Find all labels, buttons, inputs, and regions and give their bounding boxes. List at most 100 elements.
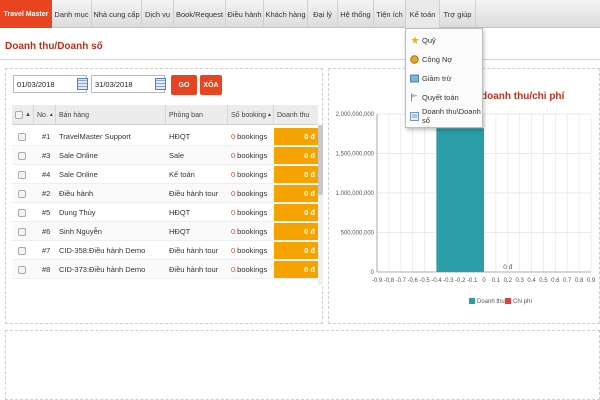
row-checkbox[interactable]	[18, 170, 26, 179]
select-all-checkbox[interactable]	[15, 111, 23, 119]
row-checkbox[interactable]	[18, 227, 26, 236]
nav-tien-ich[interactable]: Tiện ích	[374, 0, 406, 28]
row-bookings[interactable]: 0 bookings	[231, 146, 267, 165]
table-row[interactable]: #7 CID-358:Điều hành Demo Điều hành tour 0 b…	[12, 241, 318, 260]
x-tick-label: -0.8	[384, 278, 395, 284]
row-no: #8	[42, 265, 51, 274]
table-row[interactable]: #2 Điều hành Điều hành tour 0 bookings 0 đ	[12, 184, 318, 203]
menu-item-label: Doanh thu\Doanh số	[422, 107, 481, 125]
row-bookings[interactable]: 0 bookings	[231, 165, 267, 184]
table-row[interactable]: #1 TravelMaster Support HĐQT 0 bookings 0 đ	[12, 127, 318, 146]
y-tick-label: 0	[371, 270, 375, 276]
select-all-header[interactable]: ▲	[12, 105, 34, 125]
col-header-dept[interactable]: Phòng ban	[166, 105, 228, 125]
nav-ke-toan[interactable]: Kế toán	[406, 0, 440, 28]
row-sales-name: CID-373:Điều hành Demo	[59, 265, 146, 274]
menu-item-quyet-toan[interactable]: Quyết toán	[406, 88, 482, 106]
row-revenue: 0 đ	[274, 242, 318, 259]
menu-item-cong-no[interactable]: Công Nợ	[406, 50, 482, 68]
row-sales-name: Sale Online	[59, 170, 98, 179]
row-select[interactable]	[18, 241, 26, 260]
nav-book-request[interactable]: Book/Request	[174, 0, 226, 28]
row-bookings[interactable]: 0 bookings	[231, 203, 267, 222]
nav-dai-ly[interactable]: Đại lý	[308, 0, 338, 28]
row-checkbox[interactable]	[18, 246, 26, 255]
row-no: #3	[42, 151, 51, 160]
menu-item-doanh-thu[interactable]: Doanh thu\Doanh số	[406, 107, 482, 125]
col-header-sales[interactable]: Bán hàng	[56, 105, 166, 125]
row-bookings[interactable]: 0 bookings	[231, 127, 267, 146]
row-checkbox[interactable]	[18, 265, 26, 274]
reduce-icon	[410, 74, 419, 83]
x-tick-label: -0.6	[407, 278, 418, 284]
row-department: Điều hành tour	[169, 189, 219, 198]
menu-item-quy[interactable]: Quỹ	[406, 31, 482, 49]
col-header-revenue[interactable]: Doanh thu	[277, 111, 310, 119]
row-select[interactable]	[18, 260, 26, 279]
row-bookings[interactable]: 0 bookings	[231, 184, 267, 203]
table-row[interactable]: #6 Sinh Nguyễn HĐQT 0 bookings 0 đ	[12, 222, 318, 241]
row-bookings[interactable]: 0 bookings	[231, 260, 267, 279]
table-row[interactable]: #5 Dung Thùy HĐQT 0 bookings 0 đ	[12, 203, 318, 222]
ke-toan-dropdown-menu: Quỹ Công Nợ Giảm trừ Quyết toán Doanh th…	[405, 28, 483, 128]
page-title: Doanh thu/Doanh số	[5, 41, 103, 52]
x-tick-label: -0.1	[467, 278, 478, 284]
clear-button[interactable]: XÓA	[200, 75, 222, 95]
row-checkbox[interactable]	[18, 189, 26, 198]
booking-unit: bookings	[237, 132, 268, 141]
go-button[interactable]: GO	[171, 75, 197, 95]
row-select[interactable]	[18, 165, 26, 184]
booking-unit: bookings	[237, 265, 268, 274]
calendar-icon[interactable]	[77, 78, 88, 90]
bar-data-label: 0 đ	[503, 264, 512, 271]
row-bookings[interactable]: 0 bookings	[231, 222, 267, 241]
row-revenue: 0 đ	[274, 185, 318, 202]
row-checkbox[interactable]	[18, 132, 26, 141]
row-select[interactable]	[18, 222, 26, 241]
wand-icon	[410, 35, 419, 45]
row-select[interactable]	[18, 127, 26, 146]
from-date-input[interactable]	[13, 75, 87, 93]
nav-nha-cung-cap[interactable]: Nhà cung cấp	[92, 0, 142, 28]
nav-tro-giup[interactable]: Trợ giúp	[440, 0, 476, 28]
nav-dieu-hanh[interactable]: Điều hành	[226, 0, 264, 28]
table-header: ▲ No. ▲ Bán hàng Phòng ban Số booking ▲ Do…	[12, 105, 318, 125]
booking-unit: bookings	[237, 189, 268, 198]
sort-icon: ▲	[267, 112, 272, 118]
nav-khach-hang[interactable]: Khách hàng	[264, 0, 308, 28]
to-date-input[interactable]	[91, 75, 165, 93]
flag-icon	[410, 93, 419, 102]
booking-unit: bookings	[237, 227, 268, 236]
row-select[interactable]	[18, 203, 26, 222]
legend-swatch	[469, 298, 475, 304]
row-checkbox[interactable]	[18, 151, 26, 160]
scrollbar-thumb[interactable]	[318, 125, 323, 195]
sales-report-panel: GO XÓA ▲ No.▲ Bán hàng Phòng ban Số book…	[5, 68, 323, 324]
nav-danh-muc[interactable]: Danh mục	[52, 0, 92, 28]
booking-count: 0	[231, 151, 236, 160]
row-bookings[interactable]: 0 bookings	[231, 241, 267, 260]
bottom-panel	[5, 330, 600, 400]
brand-logo[interactable]: Travel Master	[0, 0, 52, 28]
table-row[interactable]: #3 Sale Online Sale 0 bookings 0 đ	[12, 146, 318, 165]
row-no: #7	[42, 246, 51, 255]
x-tick-label: -0.4	[431, 278, 442, 284]
coins-icon	[410, 54, 419, 64]
row-revenue: 0 đ	[274, 147, 318, 164]
calendar-icon[interactable]	[155, 78, 166, 90]
table-row[interactable]: #8 CID-373:Điều hành Demo Điều hành tour 0 b…	[12, 260, 318, 279]
table-row[interactable]: #4 Sale Online Kế toán 0 bookings 0 đ	[12, 165, 318, 184]
booking-count: 0	[231, 208, 236, 217]
row-department: Điều hành tour	[169, 265, 219, 274]
row-department: Điều hành tour	[169, 246, 219, 255]
nav-dich-vu[interactable]: Dịch vụ	[142, 0, 174, 28]
row-sales-name: TravelMaster Support	[59, 132, 131, 141]
row-select[interactable]	[18, 146, 26, 165]
row-select[interactable]	[18, 184, 26, 203]
menu-item-giam-tru[interactable]: Giảm trừ	[406, 69, 482, 87]
nav-he-thong[interactable]: Hệ thống	[338, 0, 374, 28]
row-checkbox[interactable]	[18, 208, 26, 217]
col-header-no[interactable]: No. ▲	[34, 105, 56, 125]
table-scrollbar[interactable]	[318, 125, 323, 285]
col-header-bookings[interactable]: Số booking ▲	[228, 105, 274, 125]
